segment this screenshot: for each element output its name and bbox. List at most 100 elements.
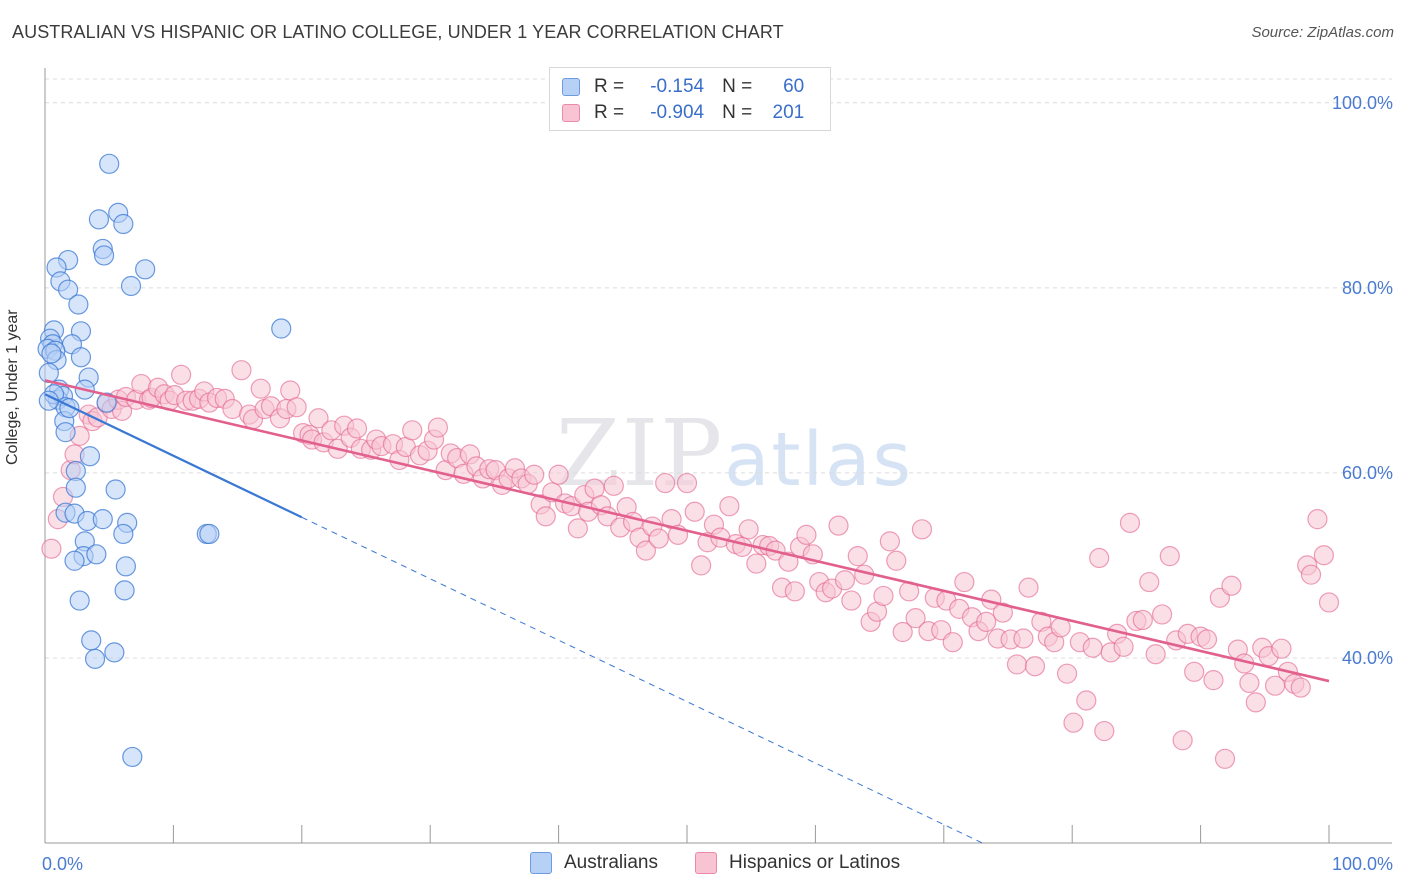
data-point-hispanics [346, 418, 368, 439]
data-point-hispanics [535, 506, 556, 527]
data-point-hispanics [879, 531, 900, 552]
chart-title: AUSTRALIAN VS HISPANIC OR LATINO COLLEGE… [12, 22, 784, 42]
data-point-hispanics [1239, 672, 1260, 694]
data-point-australians [68, 294, 89, 315]
data-point-australians [114, 580, 135, 601]
data-point-australians [41, 343, 62, 364]
data-point-australians [122, 746, 143, 768]
data-point-australians [86, 544, 107, 565]
legend: R = -0.154 N = 60 R = -0.904 N = 201 [549, 67, 831, 131]
data-point-hispanics [992, 602, 1013, 623]
data-point-hispanics [684, 501, 705, 522]
data-point-hispanics [1271, 638, 1292, 659]
data-point-australians [38, 390, 59, 411]
data-point-hispanics [834, 570, 856, 591]
data-point-hispanics [976, 611, 997, 632]
data-point-hispanics [1214, 748, 1236, 769]
data-point-hispanics [1132, 609, 1153, 631]
data-point-hispanics [1313, 545, 1334, 566]
data-point-hispanics [171, 364, 192, 385]
series-australians-points [37, 153, 292, 768]
data-point-hispanics [308, 408, 329, 429]
data-point-hispanics [1203, 670, 1224, 691]
trend-line-australians [44, 393, 303, 519]
x-tick-label: 0.0% [42, 854, 83, 874]
data-point-hispanics [911, 519, 933, 540]
bottom-legend-australians: Australians [530, 852, 658, 874]
bottom-legend-label: Hispanics or Latinos [729, 852, 901, 873]
data-point-hispanics [892, 621, 913, 643]
data-point-hispanics [847, 546, 868, 567]
data-point-hispanics [1290, 677, 1311, 698]
y-tick-label: 60.0% [1342, 463, 1393, 483]
data-point-hispanics [427, 417, 449, 438]
data-point-hispanics [1089, 547, 1110, 569]
data-point-australians [64, 550, 85, 571]
axes [44, 68, 1392, 844]
data-point-hispanics [524, 464, 545, 485]
data-point-hispanics [1024, 656, 1046, 677]
data-point-hispanics [954, 571, 975, 593]
data-point-australians [271, 318, 292, 339]
trend-line-australians-extension [301, 516, 983, 844]
data-point-australians [96, 392, 117, 413]
data-point-hispanics [1300, 564, 1322, 585]
y-axis-label: College, Under 1 year [4, 309, 21, 465]
data-point-hispanics [222, 398, 243, 420]
data-point-hispanics [738, 519, 759, 540]
data-point-hispanics [231, 360, 252, 381]
series-hispanics-points [41, 360, 1340, 769]
data-point-hispanics [1018, 577, 1039, 598]
bottom-legend-label: Australians [564, 852, 658, 873]
data-point-hispanics [635, 540, 657, 561]
legend-r-value: -0.154 [650, 76, 705, 97]
data-point-australians [113, 213, 134, 235]
legend-row-hispanics: R = -0.904 N = 201 [562, 101, 804, 125]
data-point-australians [88, 209, 110, 230]
data-point-hispanics [567, 518, 588, 539]
legend-r-label: R = [594, 102, 625, 123]
data-point-hispanics [1094, 720, 1115, 742]
data-point-hispanics [691, 555, 712, 576]
y-tick-label: 80.0% [1342, 278, 1393, 298]
data-point-hispanics [1056, 663, 1078, 684]
data-point-australians [92, 509, 113, 530]
data-point-australians [65, 477, 86, 498]
data-point-hispanics [942, 632, 963, 653]
data-point-hispanics [1119, 512, 1141, 533]
data-point-hispanics [1307, 509, 1328, 530]
data-point-australians [113, 523, 134, 545]
data-point-australians [84, 648, 106, 669]
data-point-australians [115, 556, 136, 577]
bottom-legend: Australians Hispanics or Latinos [0, 852, 1406, 878]
data-point-hispanics [905, 608, 926, 629]
data-point-australians [93, 245, 115, 266]
data-point-hispanics [1221, 575, 1242, 596]
data-point-australians [38, 362, 59, 384]
data-point-australians [199, 523, 220, 545]
data-point-hispanics [1006, 654, 1028, 675]
data-point-hispanics [1172, 730, 1193, 751]
data-point-australians [69, 590, 90, 611]
data-point-hispanics [1082, 637, 1103, 658]
legend-r-value: -0.904 [650, 102, 705, 123]
data-point-hispanics [250, 378, 271, 399]
data-point-hispanics [676, 472, 698, 494]
data-point-hispanics [796, 524, 817, 545]
data-point-hispanics [41, 538, 62, 559]
data-point-hispanics [828, 515, 849, 536]
watermark-atlas: atlas [724, 417, 913, 503]
data-point-australians [70, 347, 92, 368]
data-point-hispanics [784, 581, 805, 602]
x-tick-label: 100.0% [1332, 854, 1393, 874]
data-point-hispanics [648, 528, 669, 549]
data-point-hispanics [603, 475, 624, 496]
data-point-hispanics [548, 464, 569, 485]
trend-line-hispanics [44, 379, 1330, 683]
data-point-australians [55, 422, 76, 443]
data-point-hispanics [402, 420, 423, 441]
data-point-hispanics [778, 551, 799, 572]
data-point-hispanics [1145, 644, 1166, 665]
bottom-legend-swatch-blue [530, 852, 552, 874]
data-point-hispanics [886, 550, 907, 571]
